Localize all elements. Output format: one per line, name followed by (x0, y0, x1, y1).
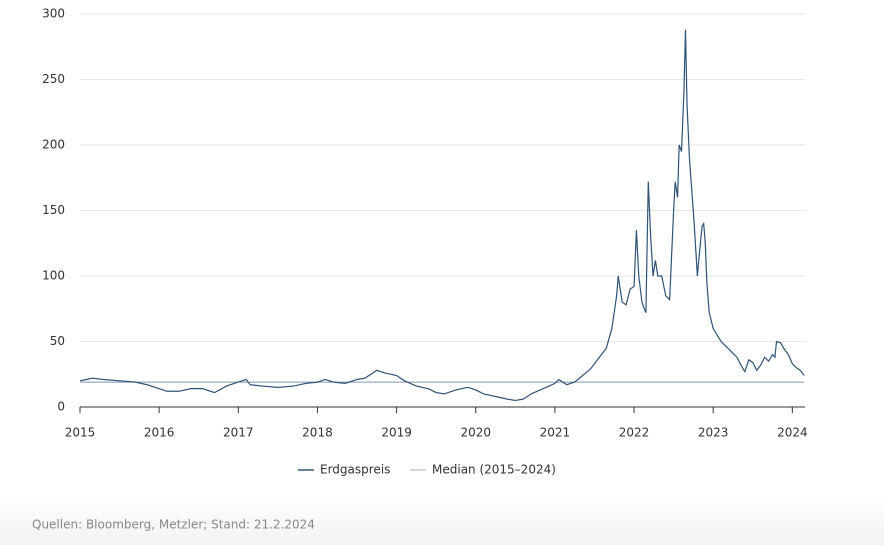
legend-label: Median (2015–2024) (432, 463, 556, 477)
y-tick-label: 0 (57, 400, 65, 414)
footer-bg (0, 495, 884, 545)
x-tick-label: 2020 (460, 426, 491, 440)
y-tick-label: 200 (42, 138, 65, 152)
y-tick-label: 100 (42, 269, 65, 283)
x-tick-label: 2018 (302, 426, 333, 440)
x-tick-label: 2016 (144, 426, 175, 440)
x-tick-label: 2021 (540, 426, 571, 440)
x-tick-label: 2023 (698, 426, 729, 440)
legend-label: Erdgaspreis (320, 463, 390, 477)
source-note: Quellen: Bloomberg, Metzler; Stand: 21.2… (32, 518, 315, 532)
y-tick-label: 250 (42, 72, 65, 86)
x-tick-label: 2015 (65, 426, 96, 440)
x-tick-label: 2022 (619, 426, 650, 440)
series-line (79, 29, 805, 402)
y-tick-label: 300 (42, 7, 65, 21)
y-tick-label: 150 (42, 203, 65, 217)
y-tick-label: 50 (50, 334, 65, 348)
x-tick-label: 2017 (223, 426, 254, 440)
x-tick-label: 2019 (381, 426, 412, 440)
x-tick-label: 2024 (777, 426, 808, 440)
